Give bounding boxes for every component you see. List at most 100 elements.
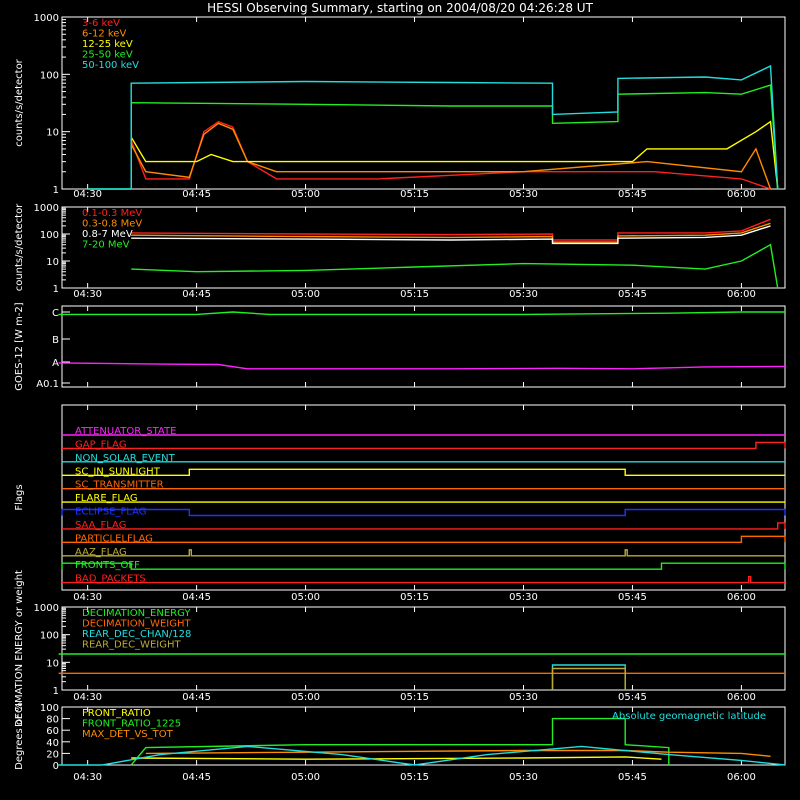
flag-line — [62, 575, 785, 584]
panel-frame-3 — [61, 404, 786, 591]
legend-entry: DECIMATION_WEIGHT — [82, 619, 191, 630]
time-tick-label: 05:15 — [400, 289, 429, 300]
flag-line — [62, 522, 786, 530]
y-tick-label: A — [52, 358, 59, 369]
annotation-geomagnetic-latitude: Absolute geomagnetic latitude — [612, 711, 766, 722]
time-tick-label: 04:45 — [182, 692, 211, 703]
panel-frame-0 — [61, 16, 786, 190]
y-tick-label: 1 — [53, 686, 59, 697]
flag-label: ECLIPSE_FLAG — [75, 507, 146, 518]
time-tick-label: 05:30 — [509, 692, 538, 703]
flag-label: SC_TRANSMITTER — [75, 480, 164, 491]
time-tick-label: 05:30 — [509, 189, 538, 200]
y-axis-label: counts/s/detector — [14, 203, 25, 291]
flag-line — [62, 535, 786, 543]
series-line — [131, 756, 662, 760]
y-tick-label: 10 — [46, 128, 59, 139]
legend-entry: MAX_DET_VS_TOT — [82, 729, 174, 740]
y-tick-label: 40 — [46, 738, 59, 749]
legend-entry: FRONT_RATIO_1225 — [82, 719, 181, 730]
time-tick-label: 05:30 — [509, 592, 538, 603]
flag-label: NON_SOLAR_EVENT — [75, 453, 176, 464]
series-line — [131, 222, 771, 243]
time-tick-label: 05:45 — [618, 692, 647, 703]
series-line — [131, 218, 771, 241]
time-tick-label: 04:30 — [73, 289, 102, 300]
y-tick-label: 1000 — [34, 203, 59, 214]
flag-line — [61, 562, 786, 570]
legend-entry: FRONT_RATIO — [82, 708, 151, 719]
y-tick-label: 10 — [46, 257, 59, 268]
time-tick-label: 05:00 — [291, 772, 320, 783]
legend-entry: 50-100 keV — [82, 60, 139, 71]
y-tick-label: 100 — [40, 230, 59, 241]
series-line — [131, 243, 779, 289]
flag-line — [62, 468, 785, 476]
panel-frame-4 — [61, 606, 786, 691]
time-tick-label: 06:00 — [727, 289, 756, 300]
flag-label: BAD_PACKETS — [75, 574, 146, 585]
time-tick-label: 06:00 — [727, 692, 756, 703]
flag-label: ATTENUATOR_STATE — [75, 426, 176, 437]
time-tick-label: 05:15 — [400, 592, 429, 603]
y-tick-label: 0 — [53, 761, 59, 772]
y-axis-label: Degrees or % — [14, 702, 25, 770]
series-line — [58, 745, 786, 766]
panel-frame-2 — [61, 305, 786, 388]
flag-label: AAZ_FLAG — [75, 547, 127, 558]
series-line — [58, 311, 785, 316]
time-tick-label: 05:00 — [291, 692, 320, 703]
time-tick-label: 05:15 — [400, 692, 429, 703]
flag-line — [61, 508, 786, 517]
y-axis-label: GOES-12 [W m-2] — [14, 302, 25, 390]
y-tick-label: 1 — [53, 284, 59, 295]
panel-frame-1 — [61, 206, 786, 289]
time-tick-label: 05:45 — [618, 772, 647, 783]
flag-line — [62, 549, 785, 557]
time-tick-label: 05:00 — [291, 289, 320, 300]
legend-entry: 25-50 keV — [82, 50, 133, 61]
y-tick-label: 10 — [46, 658, 59, 669]
legend-entry: 6-12 keV — [82, 29, 126, 40]
flag-label: SC_IN_SUNLIGHT — [75, 466, 161, 477]
y-axis-label: DECIMATION ENERGY or weight — [14, 570, 25, 727]
flag-line — [62, 441, 786, 450]
time-tick-label: 05:00 — [291, 592, 320, 603]
time-tick-label: 04:30 — [73, 189, 102, 200]
time-tick-label: 04:30 — [73, 692, 102, 703]
time-tick-label: 04:45 — [182, 189, 211, 200]
flag-label: FRONTS_OFF — [75, 560, 140, 571]
series-line — [130, 120, 771, 190]
y-axis-label: Flags — [14, 484, 25, 510]
time-tick-label: 04:45 — [182, 772, 211, 783]
time-tick-label: 04:45 — [182, 592, 211, 603]
y-tick-label: 1000 — [34, 13, 59, 24]
legend-entry: REAR_DEC_CHAN/128 — [82, 629, 191, 640]
legend-entry: 7-20 MeV — [82, 240, 130, 251]
time-tick-label: 05:45 — [618, 189, 647, 200]
series-line — [551, 667, 626, 690]
y-tick-label: 1 — [53, 185, 59, 196]
legend-entry: REAR_DEC_WEIGHT — [82, 640, 181, 651]
legend-entry: 0.3-0.8 MeV — [82, 219, 142, 230]
flag-label: PARTICLELFLAG — [75, 533, 153, 544]
time-tick-label: 05:15 — [400, 772, 429, 783]
legend-entry: 12-25 keV — [82, 39, 133, 50]
legend-entry: 0.8-7 MeV — [82, 229, 133, 240]
legend-entry: 0.1-0.3 MeV — [82, 208, 142, 219]
y-tick-label: 60 — [46, 726, 59, 737]
time-tick-label: 04:45 — [182, 289, 211, 300]
time-tick-label: 06:00 — [727, 592, 756, 603]
legend-entry: 3-6 keV — [82, 18, 120, 29]
y-axis-label: counts/s/detector — [14, 58, 25, 146]
series-line — [87, 64, 779, 190]
time-tick-label: 05:30 — [509, 289, 538, 300]
y-tick-label: 1000 — [34, 603, 59, 614]
time-tick-label: 06:00 — [727, 189, 756, 200]
series-line — [131, 225, 771, 245]
y-tick-label: A0.1 — [36, 379, 59, 390]
y-tick-label: 80 — [46, 715, 59, 726]
y-tick-label: B — [52, 335, 59, 346]
time-tick-label: 04:30 — [73, 592, 102, 603]
